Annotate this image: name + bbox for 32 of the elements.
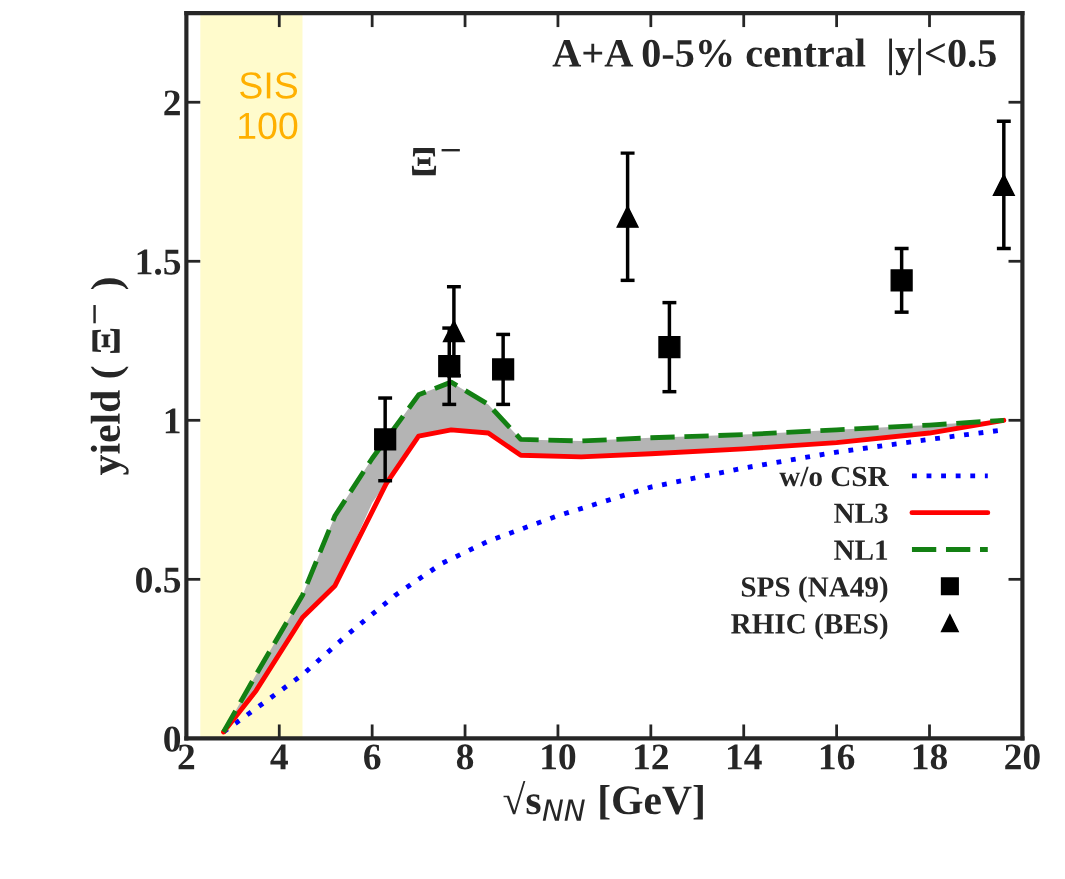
point — [374, 428, 397, 451]
legend-label: w/o CSR — [779, 466, 889, 487]
y-tick-label: 1 — [165, 408, 180, 434]
point — [438, 355, 461, 378]
x-axis-title: √s$_{NN}$ [GeV] — [503, 780, 703, 821]
legend-label: NL1 — [834, 540, 888, 560]
legend-label: NL3 — [834, 503, 888, 524]
x-tick-label: 6 — [364, 744, 381, 770]
point — [992, 173, 1015, 197]
x-tick-label: 12 — [635, 744, 668, 770]
x-tick-label: 18 — [913, 744, 948, 770]
y-tick-label: 0.5 — [136, 567, 181, 593]
point — [616, 205, 639, 228]
y-tick-label: 1.5 — [137, 249, 181, 275]
y-tick-label: 0 — [164, 726, 181, 752]
x-tick-label: 4 — [270, 744, 288, 770]
y-axis-title: yield ( Ξ$^{−}$ ) — [90, 278, 129, 475]
legend-label: SPS (NA49) — [741, 576, 888, 603]
point — [658, 336, 681, 359]
x-tick-label: 14 — [727, 744, 762, 770]
x-tick-label: 8 — [456, 744, 474, 770]
x-tick-label: 10 — [542, 744, 576, 770]
band-label: SIS 100 — [239, 72, 298, 140]
point — [442, 320, 466, 343]
point — [492, 358, 515, 381]
point — [890, 269, 913, 292]
x-tick-label: 16 — [820, 744, 855, 770]
y-tick-label: 2 — [164, 90, 180, 116]
x-tick-label: 20 — [1005, 744, 1040, 770]
text: A+A 0-5% central |y|<0.5 — [552, 38, 996, 76]
legend-label: RHIC (BES) — [731, 613, 888, 640]
annotation: Ξ$^{−}$ — [411, 147, 460, 176]
